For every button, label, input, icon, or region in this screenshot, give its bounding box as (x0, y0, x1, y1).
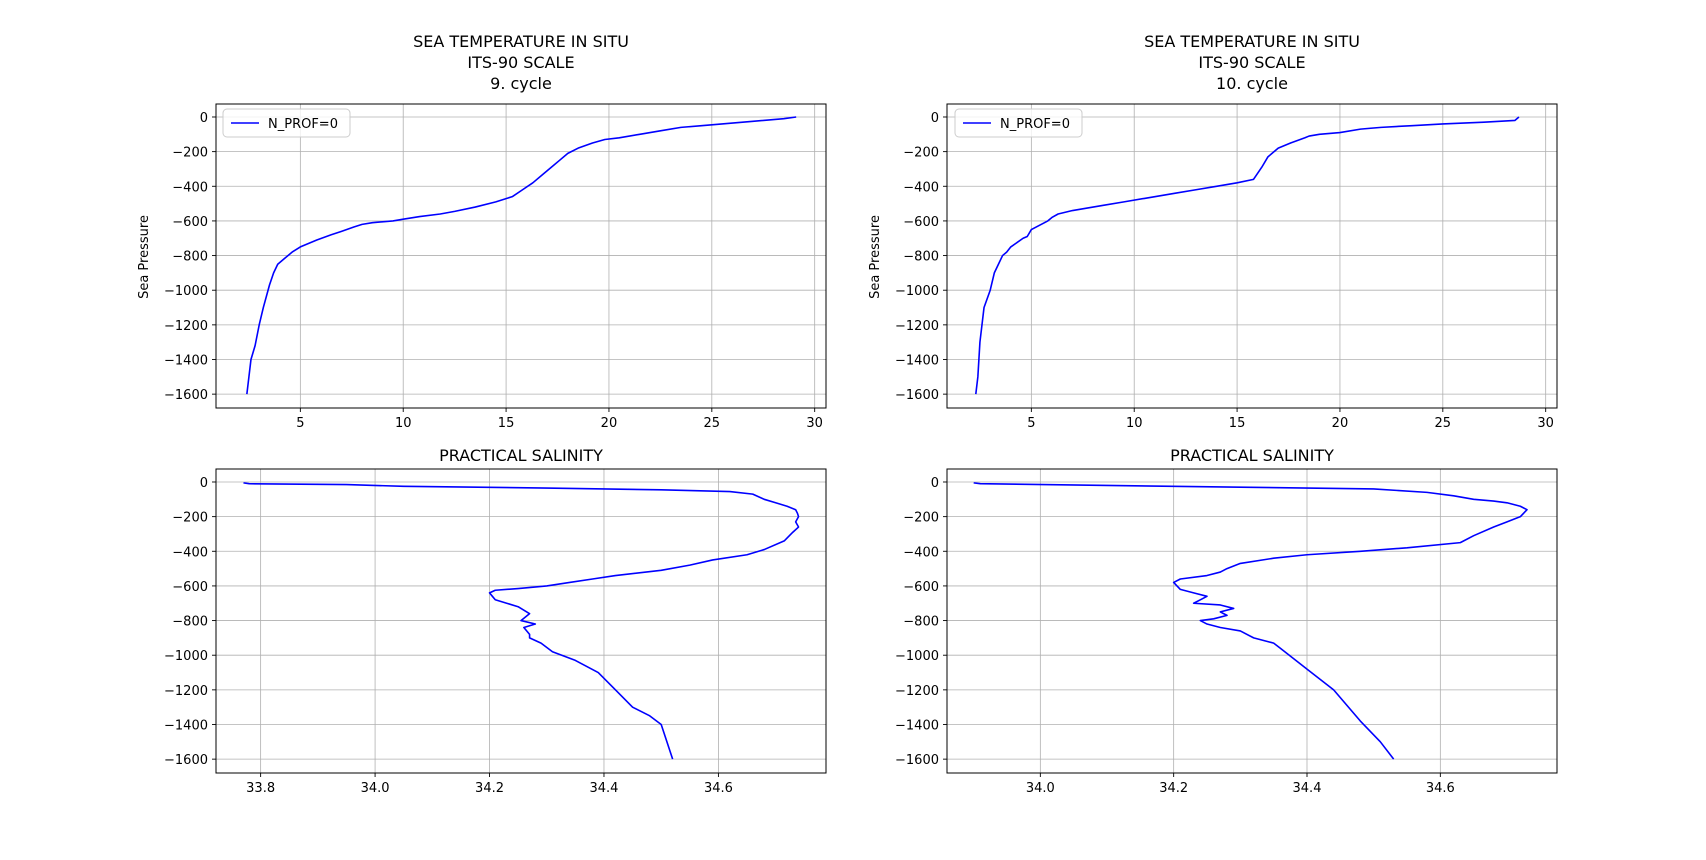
y-tick-label: −600 (903, 580, 939, 595)
x-tick-label: 34.2 (1159, 781, 1188, 796)
y-axis-label: Sea Pressure (868, 215, 883, 299)
legend-box (954, 108, 1083, 138)
panel-temperature-cycle-9: SEA TEMPERATURE IN SITU ITS-90 SCALE 9. … (137, 32, 827, 431)
x-tick-label: 34.4 (589, 781, 618, 796)
y-tick-label: −600 (903, 215, 939, 230)
y-axis-label: Sea Pressure (137, 215, 152, 299)
chart-title-line-3: 9. cycle (490, 74, 552, 93)
y-tick-label: −200 (903, 146, 939, 161)
y-tick-label: −1400 (895, 353, 939, 368)
x-tick-label: 20 (1332, 416, 1349, 431)
y-tick-label: −200 (172, 146, 208, 161)
x-tick-label: 10 (395, 416, 412, 431)
y-tick-label: −1200 (164, 319, 208, 334)
legend-label: N_PROF=0 (1000, 117, 1070, 132)
x-tick-label: 30 (806, 416, 823, 431)
y-tick-label: 0 (931, 111, 939, 126)
x-tick-label: 34.6 (1426, 781, 1455, 796)
x-tick-label: 25 (1435, 416, 1452, 431)
plot-area: 34.0 34.2 34.4 34.6 0 −200 −400 −600 −800 −1000 −1… (895, 468, 1558, 796)
chart-title-line-1: SEA TEMPERATURE IN SITU (1144, 32, 1360, 51)
y-tick-label: −1400 (164, 353, 208, 368)
panel-temperature-cycle-10: SEA TEMPERATURE IN SITU ITS-90 SCALE 10.… (868, 32, 1558, 431)
x-tick-label: 34.4 (1293, 781, 1322, 796)
y-tick-label: −200 (903, 511, 939, 526)
x-tick-label: 25 (704, 416, 721, 431)
series-line (975, 116, 1520, 395)
y-tick-label: −1000 (895, 649, 939, 664)
x-tick-label: 34.0 (361, 781, 390, 796)
y-tick-label: −1400 (164, 718, 208, 733)
y-tick-label: −1600 (164, 388, 208, 403)
series-line (246, 116, 797, 395)
x-tick-label: 33.8 (246, 781, 275, 796)
chart-title-line-2: ITS-90 SCALE (1198, 53, 1305, 72)
chart-title-line-2: ITS-90 SCALE (467, 53, 574, 72)
x-tick-label: 34.6 (704, 781, 733, 796)
panel-salinity-cycle-9: PRACTICAL SALINITY 33.8 34.0 34.2 34.4 34.6 0… (164, 446, 827, 796)
y-tick-label: −800 (903, 250, 939, 265)
legend-box (222, 108, 351, 138)
legend-label: N_PROF=0 (268, 117, 338, 132)
y-tick-label: −1200 (895, 319, 939, 334)
plot-area: 33.8 34.0 34.2 34.4 34.6 0 −200 −400 −600 −800 −10… (164, 468, 827, 796)
y-tick-label: 0 (200, 111, 208, 126)
legend: N_PROF=0 (954, 108, 1083, 138)
y-tick-label: −400 (903, 545, 939, 560)
chart-title-line-3: 10. cycle (1216, 74, 1288, 93)
x-tick-label: 34.0 (1026, 781, 1055, 796)
plot-area: 5 10 15 20 25 30 0 −200 −400 −600 −800 −1000 −1200 −1… (164, 103, 827, 431)
x-tick-label: 30 (1537, 416, 1554, 431)
series-line (243, 482, 800, 760)
x-tick-label: 20 (601, 416, 618, 431)
y-tick-label: −1000 (164, 284, 208, 299)
y-tick-label: −1000 (164, 649, 208, 664)
y-tick-label: 0 (200, 476, 208, 491)
chart-title-line-1: SEA TEMPERATURE IN SITU (413, 32, 629, 51)
panel-salinity-cycle-10: PRACTICAL SALINITY 34.0 34.2 34.4 34.6 0 −200… (895, 446, 1558, 796)
y-tick-label: −800 (172, 250, 208, 265)
x-tick-label: 15 (1229, 416, 1246, 431)
y-tick-label: −1600 (895, 388, 939, 403)
y-tick-label: −800 (172, 615, 208, 630)
y-tick-label: −1400 (895, 718, 939, 733)
y-tick-label: −400 (172, 180, 208, 195)
y-tick-label: −1600 (895, 753, 939, 768)
y-tick-label: 0 (931, 476, 939, 491)
y-tick-label: −800 (903, 615, 939, 630)
y-tick-label: −400 (903, 180, 939, 195)
x-tick-label: 10 (1126, 416, 1143, 431)
x-tick-label: 34.2 (475, 781, 504, 796)
x-tick-label: 15 (498, 416, 515, 431)
legend: N_PROF=0 (222, 108, 351, 138)
x-tick-label: 5 (1027, 416, 1035, 431)
series-line (973, 482, 1528, 760)
y-tick-label: −1600 (164, 753, 208, 768)
y-tick-label: −400 (172, 545, 208, 560)
y-tick-label: −600 (172, 580, 208, 595)
x-tick-label: 5 (296, 416, 304, 431)
y-tick-label: −1200 (164, 684, 208, 699)
plot-area: 5 10 15 20 25 30 0 −200 −400 −600 −800 −1000 −1200 −1… (895, 103, 1558, 431)
y-tick-label: −1000 (895, 284, 939, 299)
y-tick-label: −200 (172, 511, 208, 526)
y-tick-label: −600 (172, 215, 208, 230)
chart-title: PRACTICAL SALINITY (1170, 446, 1334, 465)
chart-title: PRACTICAL SALINITY (439, 446, 603, 465)
y-tick-label: −1200 (895, 684, 939, 699)
